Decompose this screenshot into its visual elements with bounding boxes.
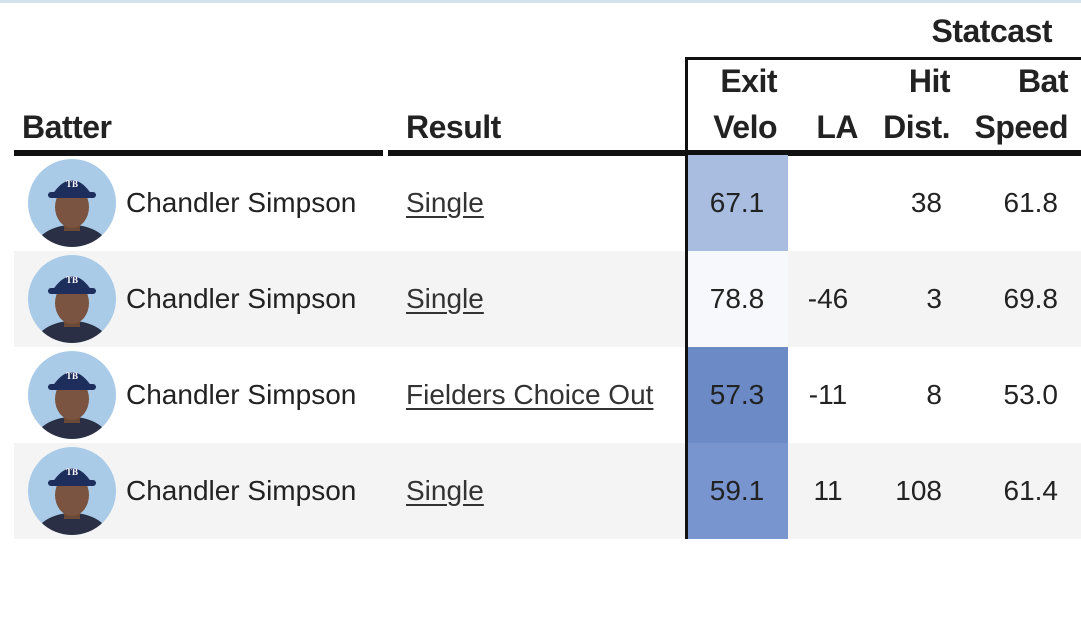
avatar: TB [28,351,116,439]
exit-velo-bg [688,251,788,347]
exit-velo: 57.3 [709,379,765,410]
statcast-rule [686,57,1081,60]
avatar-icon: TB [34,179,110,247]
avatar: TB [28,255,116,343]
result[interactable]: Single [406,475,484,506]
result[interactable]: Single [406,187,484,218]
statcast-divider [685,57,688,539]
column-header: Bat Speed [974,63,1068,145]
exit-velo: 59.1 [709,475,765,506]
group-header: Statcast [931,13,1053,49]
bat-speed: 61.4 [1003,475,1059,506]
result[interactable]: Single [406,283,484,314]
la: -11 [808,379,848,410]
svg-text:TB: TB [66,179,78,189]
batter-name: Chandler Simpson [126,283,357,314]
exit-velo: 67.1 [709,187,765,218]
row-bg [14,155,1081,251]
la: -46 [807,283,849,314]
column-header: Batter [22,109,112,145]
batter-name: Chandler Simpson [126,475,357,506]
la: 11 [813,475,843,506]
column-header: Exit Velo [713,63,777,145]
row-bg [14,443,1081,539]
top-rule [0,0,1081,3]
avatar: TB [28,159,116,247]
exit-velo-bg [688,155,788,251]
bat-speed: 69.8 [1003,283,1059,314]
svg-text:TB: TB [66,275,78,285]
batter-name: Chandler Simpson [126,379,357,410]
bat-speed: 53.0 [1003,379,1059,410]
exit-velo-bg [688,347,788,443]
hit-dist: 8 [926,379,942,410]
header-rule [388,150,1081,156]
batter-name: Chandler Simpson [126,187,357,218]
column-header: Result [406,109,501,145]
hit-dist: 108 [895,475,942,506]
exit-velo-bg [688,443,788,539]
row-bg [14,251,1081,347]
bat-speed: 61.8 [1003,187,1059,218]
avatar: TB [28,447,116,535]
avatar-icon: TB [34,275,110,343]
result[interactable]: Fielders Choice Out [406,379,654,410]
avatar-icon: TB [34,371,110,439]
column-header: Hit Dist. [883,63,950,145]
row-bg [14,347,1081,443]
avatar-icon: TB [34,467,110,535]
hit-dist: 38 [910,187,942,218]
exit-velo: 78.8 [709,283,765,314]
column-header: LA [816,109,858,145]
header-rule [14,150,383,156]
svg-text:TB: TB [66,371,78,381]
hit-dist: 3 [926,283,942,314]
svg-text:TB: TB [66,467,78,477]
